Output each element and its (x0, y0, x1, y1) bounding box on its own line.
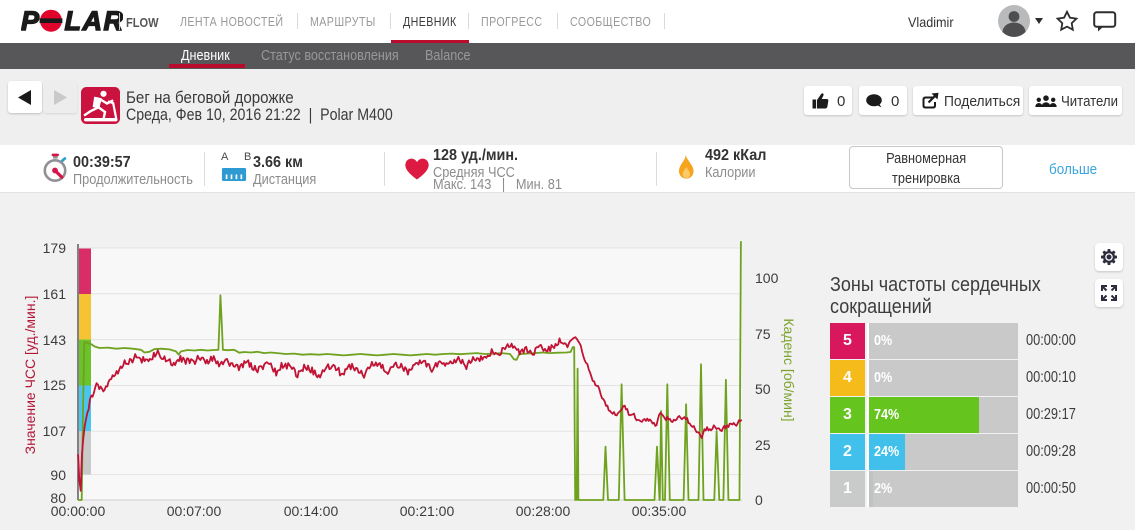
svg-text:P: P (21, 8, 40, 36)
svg-text:LAR: LAR (65, 8, 124, 36)
